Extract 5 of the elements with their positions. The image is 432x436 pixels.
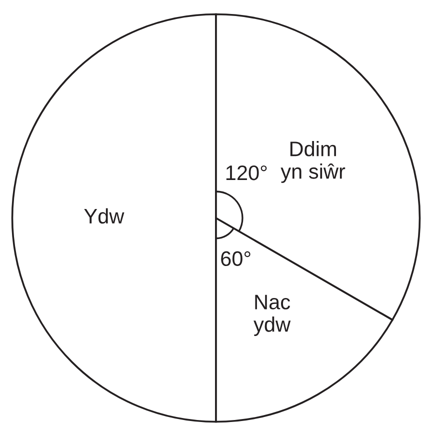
- text: 120°: [226, 165, 267, 180]
- slice-label: Ddim yn siŵr: [280, 140, 346, 183]
- slice-label: Ydw: [84, 208, 124, 224]
- slice-label: Nac ydw: [254, 294, 291, 336]
- text: 60°: [221, 251, 250, 266]
